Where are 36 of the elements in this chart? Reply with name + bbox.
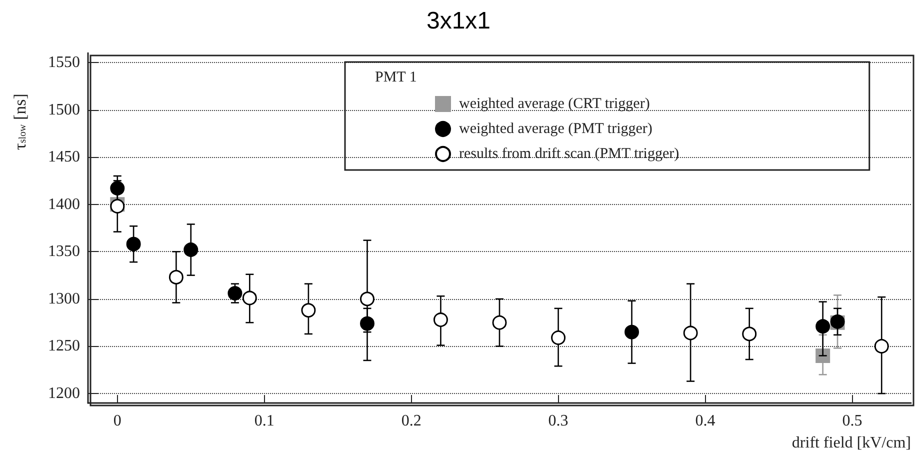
legend-label: weighted average (CRT trigger) [459,96,650,112]
point [874,338,889,354]
y-tick-label: 1450 [48,148,80,166]
y-tick-label: 1200 [48,385,80,402]
point [228,286,242,301]
point [168,270,184,284]
point [816,319,830,334]
y-tick-label: 1550 [48,54,80,71]
x-tick-label: 0.2 [401,412,422,430]
y-tick-label: 1500 [48,101,80,118]
x-tick-label: 0.1 [254,412,274,430]
point [184,242,198,258]
point [551,330,566,345]
point [433,312,448,328]
y-tick-label: 1400 [48,196,80,213]
point [683,326,698,340]
point [492,315,507,330]
point [624,324,640,340]
point [301,303,316,318]
chart-title: 3x1x1 [426,8,491,34]
legend-label: weighted average (PMT trigger) [459,121,652,137]
point [242,290,257,306]
x-tick-label: 0 [113,412,122,430]
y-axis-title: τslow [ns] [10,94,30,150]
x-tick-label: 0.5 [842,412,862,430]
point [126,236,141,252]
x-tick-label: 0.4 [695,412,716,430]
point [742,326,757,342]
y-tick-label: 1250 [48,338,80,355]
legend-label: results from drift scan (PMT trigger) [459,146,680,162]
x-axis-title: drift field [kV/cm] [792,434,911,452]
point [360,292,374,306]
x-tick-label: 0.3 [548,412,568,430]
y-tick-label: 1350 [48,243,80,260]
y-tick-label: 1300 [48,290,80,308]
legend-title: PMT 1 [375,70,417,86]
